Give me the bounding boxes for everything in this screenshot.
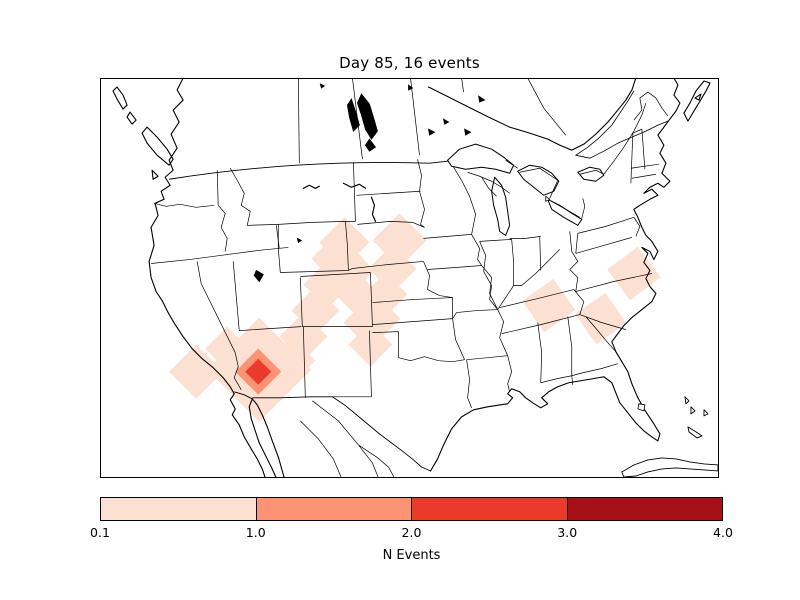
river-squiggle-layer (302, 182, 377, 222)
heat-cell (575, 292, 627, 345)
colorbar-segment (101, 498, 256, 520)
heat-cell (319, 217, 370, 268)
colorbar-segment (566, 498, 722, 520)
colorbar-segment (411, 498, 567, 520)
colorbar-tick-label: 2.0 (401, 525, 422, 540)
colorbar-ticks: 0.1 1.0 2.0 3.0 4.0 (90, 525, 733, 541)
heat-cell (522, 278, 576, 333)
colorbar-segment (255, 498, 411, 520)
colorbar-tick-label: 0.1 (90, 525, 110, 540)
small-lakes-layer (253, 83, 486, 283)
chart-title: Day 85, 16 events (339, 54, 480, 72)
heat-cell (372, 213, 427, 268)
coastline-layer (112, 79, 718, 477)
us-map-canvas (112, 79, 718, 477)
colorbar (100, 497, 723, 521)
map-plot-area (100, 78, 719, 478)
colorbar-tick-label: 3.0 (557, 525, 578, 540)
colorbar-tick-label: 1.0 (245, 525, 266, 540)
heat-cell (607, 246, 661, 301)
colorbar-tick-label: 4.0 (713, 525, 733, 540)
colorbar-axis-label: N Events (382, 548, 441, 563)
border-layer (151, 79, 669, 477)
